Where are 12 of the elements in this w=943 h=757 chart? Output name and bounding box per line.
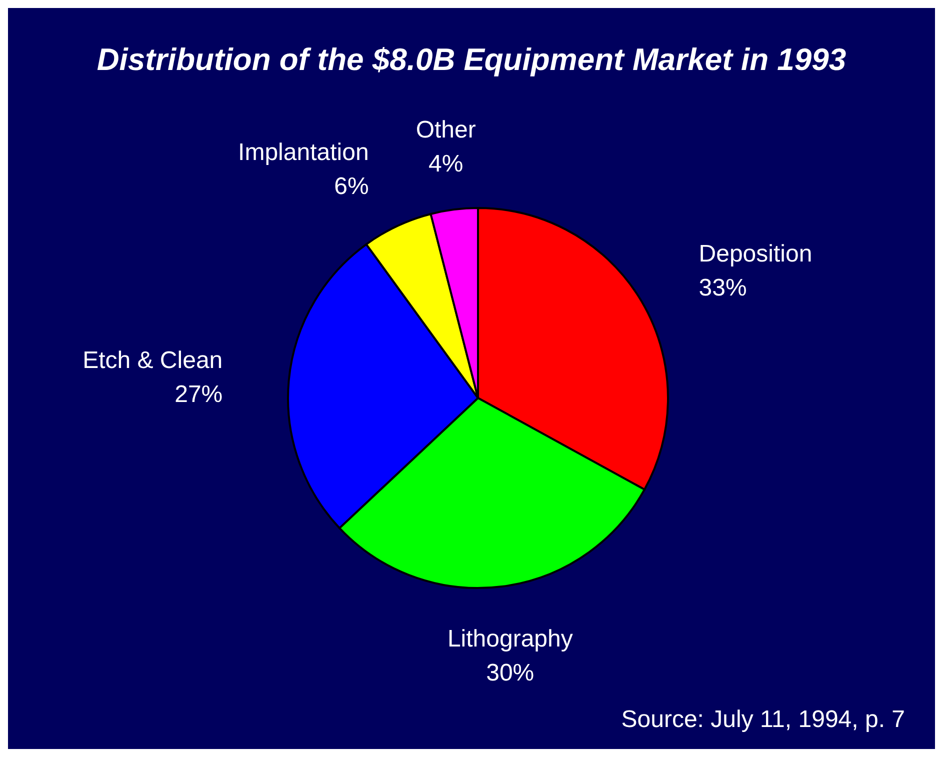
slice-label: Implantation	[238, 138, 369, 166]
slice-label: Other	[416, 116, 476, 144]
data-label: 4%	[428, 150, 464, 178]
slice-label: Etch & Clean	[82, 346, 223, 374]
slice-label: Lithography	[447, 625, 573, 652]
data-label: 30%	[486, 659, 534, 686]
slice-label: Deposition	[698, 240, 812, 268]
data-label: 27%	[174, 380, 223, 408]
data-label: 33%	[698, 274, 747, 302]
source-note: Source: July 11, 1994, p. 7	[621, 706, 905, 733]
data-label: 6%	[334, 172, 369, 200]
chart-title: Distribution of the $8.0B Equipment Market in 1993	[96, 42, 846, 77]
